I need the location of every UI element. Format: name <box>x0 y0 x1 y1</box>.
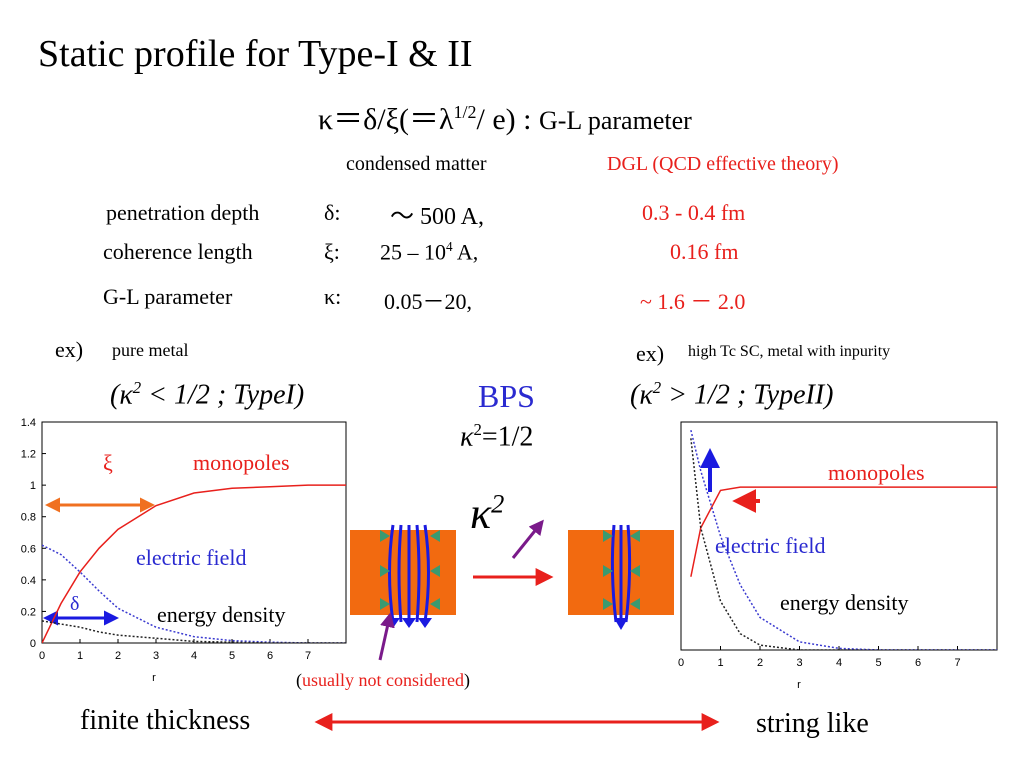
series-line <box>42 544 346 643</box>
cond-sup: 2 <box>132 378 142 397</box>
condition: (κ2 < 1/2 ; TypeI) <box>110 378 304 411</box>
bottom-left: finite thickness <box>80 705 251 736</box>
row-dgl: 0.3 - 0.4 fm <box>642 200 746 225</box>
row-dgl: ~ 1.6 － 2.0 <box>640 289 746 314</box>
kappa-big: κ2 <box>470 488 504 539</box>
row-value: 25 – 104 A, <box>380 239 478 265</box>
ex: ex) <box>636 341 665 366</box>
kappa-sup: 2 <box>491 488 505 519</box>
paren: ) <box>463 670 470 690</box>
cond-text: > 1/2 ; TypeII) <box>668 379 834 411</box>
y-tick-label: 0.6 <box>21 543 36 555</box>
row-value-sup: 4 <box>446 239 453 254</box>
formula-text: κ＝δ/ξ(＝λ <box>318 103 454 136</box>
paren: ( <box>296 670 302 690</box>
row-symbol: κ: <box>324 284 342 309</box>
y-tick-label: 1.2 <box>21 449 36 461</box>
row-name: coherence length <box>103 239 253 264</box>
plot: 0 1 2 3 4 5 6 7 0 0.2 0.4 0.6 0.8 1 1.2 1.4 r <box>21 417 347 684</box>
bps: BPS <box>478 378 535 414</box>
series-line <box>42 620 346 643</box>
formula-text: / e) : <box>476 103 532 136</box>
title: Static profile for Type-I & II <box>38 33 473 75</box>
column-head: DGL (QCD effective theory) <box>607 153 839 175</box>
ex: ex) <box>55 337 84 362</box>
plot: 0 1 2 3 4 5 6 7 r <box>678 421 998 691</box>
x-tick-label: 7 <box>954 657 960 669</box>
series-label: energy density <box>780 590 909 615</box>
bottom-right: string like <box>756 708 869 739</box>
x-tick-label: 4 <box>836 657 842 669</box>
y-tick-label: 0.2 <box>21 606 36 618</box>
x-tick-label: 2 <box>757 657 763 669</box>
arrow <box>511 519 544 559</box>
bps-sup: 2 <box>473 420 482 439</box>
row-symbol: δ: <box>324 200 341 225</box>
annotation: δ <box>70 593 80 615</box>
x-axis-label: r <box>797 679 801 691</box>
cond-text: < 1/2 ; TypeI) <box>148 379 305 411</box>
bps-eq: =1/2 <box>481 421 534 453</box>
x-axis-label: r <box>152 672 156 684</box>
formula: κ＝δ/ξ(＝λ1/2/ e) : G-L parameter <box>318 94 692 138</box>
y-tick-label: 0 <box>30 638 36 650</box>
y-tick-label: 0.8 <box>21 512 36 524</box>
row-value: 0.05－20, <box>384 289 473 314</box>
x-tick-label: 3 <box>796 657 802 669</box>
x-tick-label: 0 <box>678 657 684 669</box>
x-tick-label: 5 <box>875 657 881 669</box>
column-head: condensed matter <box>346 153 487 175</box>
series-label: monopoles <box>193 450 290 475</box>
series-line <box>690 438 997 650</box>
cond-text: (κ <box>110 379 133 411</box>
x-tick-label: 1 <box>717 657 723 669</box>
kappa: κ <box>470 489 492 538</box>
row-symbol: ξ: <box>324 239 340 264</box>
x-tick-label: 1 <box>77 650 83 662</box>
desc: pure metal <box>112 340 189 360</box>
formula-label: G-L parameter <box>539 106 692 135</box>
note-text: usually not considered <box>302 670 464 690</box>
formula-sup: 1/2 <box>453 102 477 122</box>
note: (usually not considered) <box>296 670 470 691</box>
series-line <box>42 484 346 643</box>
x-tick-label: 6 <box>915 657 921 669</box>
x-tick-label: 4 <box>191 650 197 662</box>
arrow <box>378 612 395 661</box>
x-tick-label: 6 <box>267 650 273 662</box>
x-tick-label: 2 <box>115 650 121 662</box>
flux-tube-thick <box>350 524 456 628</box>
bps-condition: κ2=1/2 <box>460 420 533 453</box>
condition: (κ2 > 1/2 ; TypeII) <box>630 378 833 411</box>
row-value-text: A, <box>456 239 479 265</box>
x-tick-label: 3 <box>153 650 159 662</box>
row-value-text: 25 – 10 <box>380 239 446 265</box>
x-tick-label: 5 <box>229 650 235 662</box>
y-tick-label: 0.4 <box>21 575 36 587</box>
series-label: energy density <box>157 602 286 627</box>
desc: high Tc SC, metal with inpurity <box>688 343 891 360</box>
flux-tube-thin <box>568 524 674 630</box>
series-label: electric field <box>136 545 247 570</box>
y-tick-label: 1.4 <box>21 417 36 429</box>
x-tick-label: 0 <box>39 650 45 662</box>
series-label: electric field <box>715 533 826 558</box>
y-tick-label: 1 <box>30 480 36 492</box>
x-tick-label: 7 <box>305 650 311 662</box>
row-dgl: 0.16 fm <box>670 239 739 264</box>
series-line <box>690 486 997 577</box>
bps-kappa: κ <box>460 421 474 453</box>
row-name: penetration depth <box>106 200 260 225</box>
cond-text: (κ <box>630 379 653 411</box>
row-value: ～ 500 A, <box>390 204 485 230</box>
annotation: ξ <box>103 450 113 475</box>
row-name: G-L parameter <box>103 284 233 309</box>
cond-sup: 2 <box>652 378 662 397</box>
series-label: monopoles <box>828 460 925 485</box>
